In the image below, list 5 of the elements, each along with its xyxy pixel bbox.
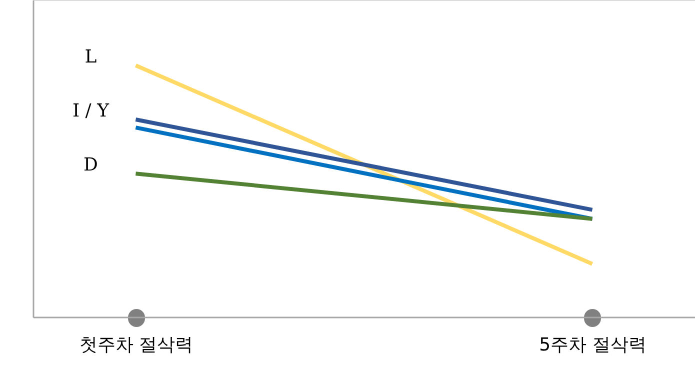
series-label: I / Y [72, 100, 110, 122]
x-tick-label: 5주차 절삭력 [539, 334, 646, 356]
text: D [84, 154, 98, 176]
x-tick-label: 첫주차 절삭력 [79, 334, 194, 356]
text: L [84, 46, 97, 68]
